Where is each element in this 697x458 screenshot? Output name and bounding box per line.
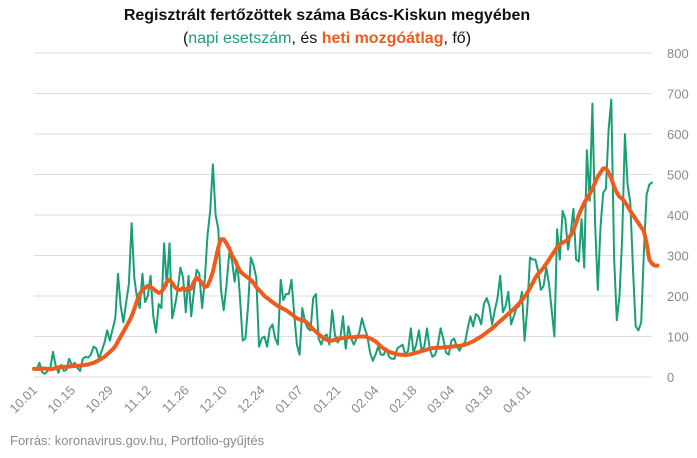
x-tick-10.15: 10.15 <box>44 383 78 417</box>
subtitle-open: ( <box>182 30 189 47</box>
daily-cases-line <box>33 98 653 375</box>
y-tick-100: 100 <box>667 330 689 345</box>
y-tick-200: 200 <box>667 289 689 304</box>
x-tick-12.24: 12.24 <box>234 383 268 417</box>
y-axis-ticks: 0 100 200 300 400 500 600 700 800 <box>667 46 689 385</box>
y-tick-700: 700 <box>667 87 689 102</box>
chart-title: Regisztrált fertőzöttek száma Bács-Kisku… <box>123 7 531 24</box>
x-tick-03.18: 03.18 <box>462 383 496 417</box>
y-tick-300: 300 <box>667 249 689 264</box>
x-tick-04.01: 04.01 <box>500 383 534 417</box>
x-tick-02.04: 02.04 <box>348 383 382 417</box>
subtitle-daily-label: napi esetszám <box>188 30 292 47</box>
subtitle-close: , fő) <box>443 30 472 47</box>
chart-subtitle: (napi esetszám, és heti mozgóátlag, fő) <box>0 30 654 48</box>
x-tick-12.10: 12.10 <box>196 383 230 417</box>
subtitle-middle: , és <box>291 30 322 47</box>
x-tick-10.29: 10.29 <box>82 383 116 417</box>
y-tick-0: 0 <box>667 370 674 385</box>
moving-average-line <box>32 166 660 372</box>
x-tick-11.26: 11.26 <box>159 383 192 416</box>
y-tick-500: 500 <box>667 168 689 183</box>
series-lines <box>32 98 660 375</box>
source-note: Forrás: koronavirus.gov.hu, Portfolio-gy… <box>10 433 265 448</box>
subtitle-avg-label: heti mozgóátlag <box>321 30 444 47</box>
x-tick-03.04: 03.04 <box>424 383 458 417</box>
x-tick-10.01: 10.01 <box>7 383 41 417</box>
y-tick-800: 800 <box>667 46 689 61</box>
x-tick-01.21: 01.21 <box>310 383 344 417</box>
x-tick-02.18: 02.18 <box>386 383 420 417</box>
y-tick-400: 400 <box>667 208 689 223</box>
y-tick-600: 600 <box>667 127 689 142</box>
x-tick-11.12: 11.12 <box>121 383 154 416</box>
x-tick-01.07: 01.07 <box>272 383 306 417</box>
x-axis-ticks: 10.01 10.15 10.29 11.12 11.26 12.10 12.24 01.07… <box>7 383 534 417</box>
